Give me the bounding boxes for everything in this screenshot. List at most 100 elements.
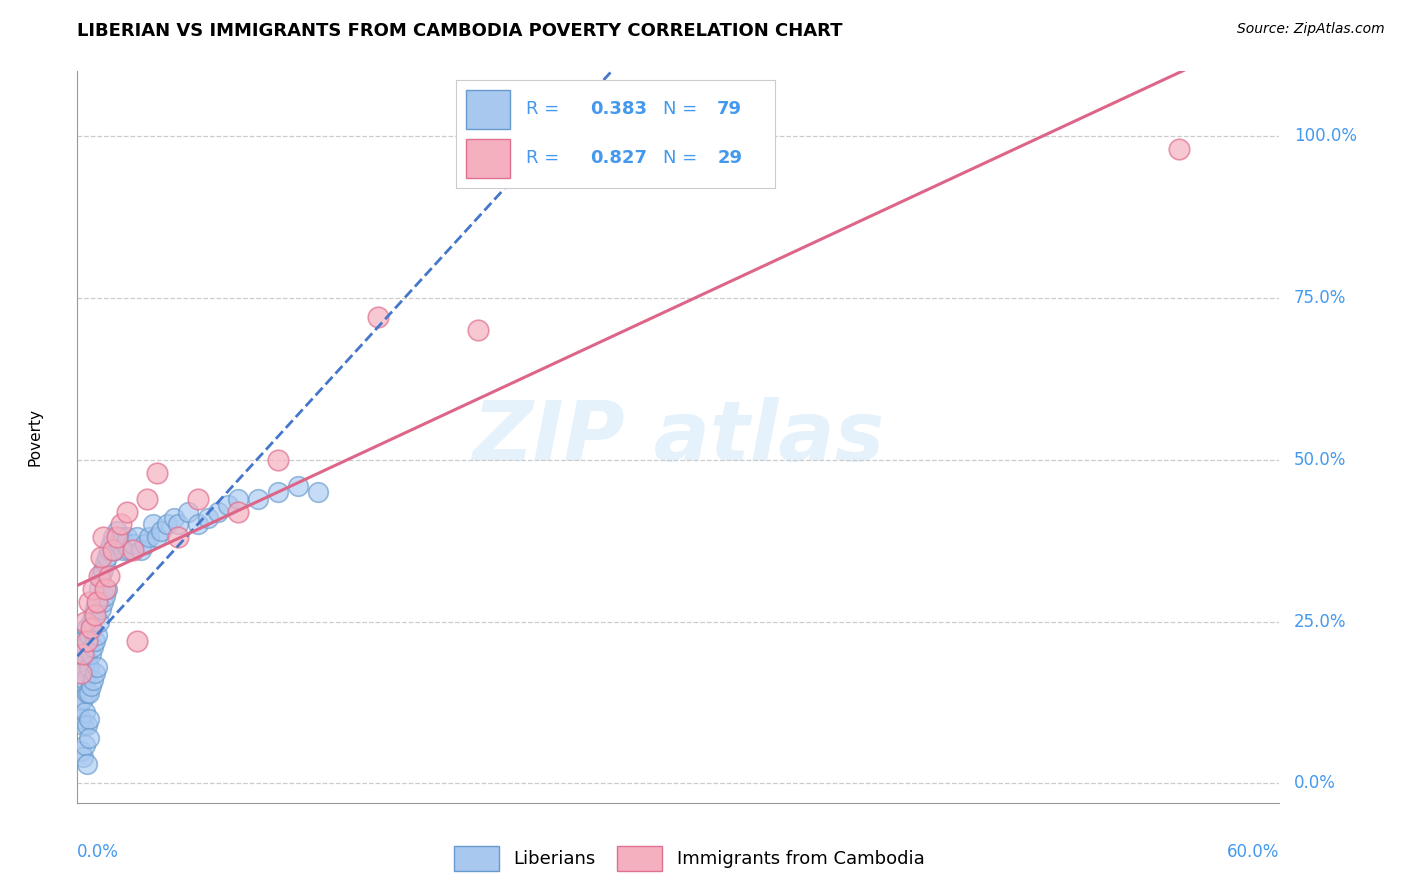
Text: LIBERIAN VS IMMIGRANTS FROM CAMBODIA POVERTY CORRELATION CHART: LIBERIAN VS IMMIGRANTS FROM CAMBODIA POV… — [77, 22, 842, 40]
Point — [76, 634, 98, 648]
Point — [467, 323, 489, 337]
Point — [82, 582, 104, 597]
Point — [146, 530, 169, 544]
Point — [72, 692, 94, 706]
Point — [86, 595, 108, 609]
Point — [82, 673, 104, 687]
Point — [127, 634, 149, 648]
Point — [117, 504, 139, 518]
Point — [127, 530, 149, 544]
Point — [86, 660, 108, 674]
Point — [134, 537, 156, 551]
Point — [80, 615, 103, 629]
Point — [150, 524, 173, 538]
Point — [197, 511, 219, 525]
Text: 50.0%: 50.0% — [1294, 450, 1347, 468]
Point — [93, 563, 115, 577]
Point — [70, 744, 93, 758]
Point — [103, 530, 125, 544]
Point — [79, 595, 101, 609]
Point — [112, 543, 135, 558]
Point — [76, 686, 98, 700]
Point — [96, 549, 118, 564]
Point — [142, 517, 165, 532]
Point — [79, 712, 101, 726]
Point — [156, 517, 179, 532]
Point — [93, 530, 115, 544]
Point — [138, 530, 160, 544]
Point — [107, 530, 129, 544]
Point — [76, 621, 98, 635]
Point — [122, 537, 145, 551]
Point — [103, 543, 125, 558]
Point — [75, 615, 97, 629]
Point — [72, 750, 94, 764]
Point — [70, 666, 93, 681]
Point — [162, 511, 184, 525]
Point — [80, 621, 103, 635]
Text: 60.0%: 60.0% — [1227, 843, 1279, 861]
Point — [72, 718, 94, 732]
Point — [98, 569, 121, 583]
Point — [226, 504, 249, 518]
Point — [267, 452, 290, 467]
Point — [75, 673, 97, 687]
Point — [84, 666, 107, 681]
Point — [72, 647, 94, 661]
Point — [86, 627, 108, 641]
Point — [84, 601, 107, 615]
Text: 100.0%: 100.0% — [1294, 127, 1357, 145]
Text: ZIP atlas: ZIP atlas — [472, 397, 884, 477]
Point — [76, 756, 98, 771]
Text: 0.0%: 0.0% — [77, 843, 120, 861]
Point — [90, 549, 112, 564]
Point — [122, 543, 145, 558]
Point — [107, 524, 129, 538]
Point — [75, 705, 97, 719]
Point — [79, 660, 101, 674]
Point — [287, 478, 309, 492]
Point — [70, 712, 93, 726]
Point — [267, 485, 290, 500]
Text: 0.0%: 0.0% — [1294, 774, 1336, 792]
Point — [94, 582, 117, 597]
Text: 25.0%: 25.0% — [1294, 613, 1347, 631]
Point — [79, 627, 101, 641]
Text: Poverty: Poverty — [28, 408, 42, 467]
Point — [98, 543, 121, 558]
Point — [75, 738, 97, 752]
Point — [76, 653, 98, 667]
Point — [94, 589, 117, 603]
Point — [79, 686, 101, 700]
Point — [72, 660, 94, 674]
Point — [307, 485, 329, 500]
Text: 75.0%: 75.0% — [1294, 289, 1347, 307]
Point — [117, 530, 139, 544]
Point — [100, 537, 122, 551]
Point — [90, 569, 112, 583]
Point — [96, 582, 118, 597]
Point — [226, 491, 249, 506]
Point — [94, 557, 117, 571]
Point — [367, 310, 389, 325]
Point — [80, 647, 103, 661]
Point — [246, 491, 269, 506]
Point — [82, 640, 104, 655]
Point — [70, 679, 93, 693]
Point — [75, 640, 97, 655]
Point — [84, 634, 107, 648]
Point — [114, 537, 136, 551]
Point — [67, 666, 90, 681]
Text: Source: ZipAtlas.com: Source: ZipAtlas.com — [1237, 22, 1385, 37]
Point — [136, 491, 159, 506]
Point — [146, 466, 169, 480]
Point — [82, 608, 104, 623]
Point — [89, 569, 111, 583]
Point — [76, 718, 98, 732]
Point — [207, 504, 229, 518]
Point — [67, 698, 90, 713]
Point — [110, 530, 132, 544]
Point — [166, 530, 188, 544]
Point — [93, 595, 115, 609]
Point — [80, 679, 103, 693]
